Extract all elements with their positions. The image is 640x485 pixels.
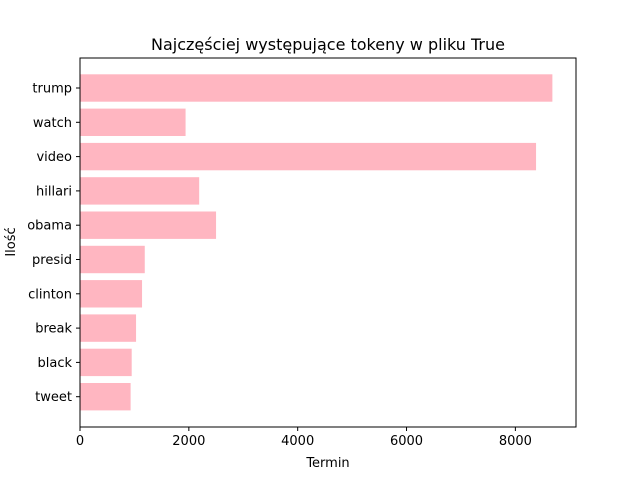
y-tick-label-hillari: hillari xyxy=(36,184,72,199)
bar-black xyxy=(80,348,132,377)
x-tick-label: 8000 xyxy=(499,434,532,449)
bar-presid xyxy=(80,245,145,274)
x-tick-label: 4000 xyxy=(281,434,314,449)
bar-break xyxy=(80,314,137,342)
bars-group xyxy=(80,74,553,411)
y-tick-label-break: break xyxy=(35,322,72,337)
bar-clinton xyxy=(80,280,143,308)
bar-hillari xyxy=(80,177,200,205)
y-tick-label-presid: presid xyxy=(32,253,72,268)
x-axis-label: Termin xyxy=(305,456,349,471)
y-axis-ticks: trump watch video hillari obama presid clinton… xyxy=(27,82,80,405)
bar-tweet xyxy=(80,383,131,411)
x-tick-label: 6000 xyxy=(390,434,423,449)
y-tick-label-tweet: tweet xyxy=(35,390,72,405)
x-axis-ticks: 0 2000 4000 6000 8000 xyxy=(76,427,532,449)
bar-obama xyxy=(80,211,217,239)
bar-trump xyxy=(80,74,553,102)
y-tick-label-video: video xyxy=(36,150,72,165)
y-tick-label-black: black xyxy=(37,356,72,371)
y-tick-label-obama: obama xyxy=(27,219,72,234)
y-tick-label-trump: trump xyxy=(32,82,72,97)
y-axis-label: Ilość xyxy=(4,227,19,256)
bar-video xyxy=(80,142,537,171)
y-tick-label-watch: watch xyxy=(33,116,72,131)
plot-frame xyxy=(79,57,577,428)
x-tick-label: 2000 xyxy=(172,434,205,449)
y-tick-label-clinton: clinton xyxy=(28,287,72,302)
x-tick-label: 0 xyxy=(76,434,84,449)
chart-title: Najczęściej występujące tokeny w pliku T… xyxy=(151,35,505,54)
bar-watch xyxy=(80,108,186,136)
